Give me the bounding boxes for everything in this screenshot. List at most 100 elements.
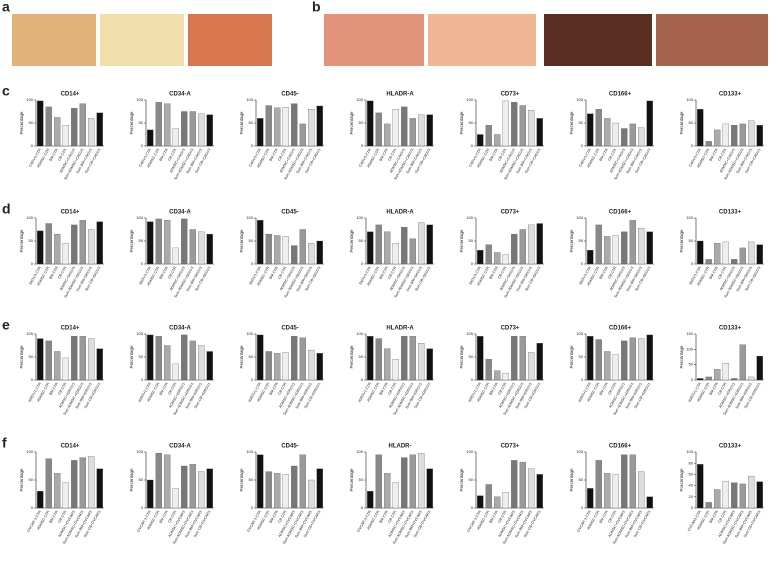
panel-label: f	[2, 435, 7, 451]
bar	[401, 106, 408, 147]
bar	[384, 231, 391, 265]
y-tick-label: 80	[689, 460, 694, 465]
bar	[375, 112, 382, 147]
bar	[536, 474, 543, 509]
bar	[299, 123, 306, 147]
bar	[79, 103, 86, 147]
y-tick-label: 50	[689, 362, 694, 367]
chart-title: CD34-A	[169, 210, 191, 216]
y-tick-label: 0	[691, 505, 694, 510]
bar	[71, 336, 78, 381]
y-tick-label: 0	[691, 143, 694, 148]
y-tick-label: 0	[691, 261, 694, 266]
bar	[638, 127, 645, 147]
bar	[181, 218, 188, 265]
x-tick-label: CB CTR	[167, 382, 177, 396]
y-tick-label: 100	[576, 215, 583, 220]
bar	[79, 336, 86, 381]
y-tick-label: 100	[576, 331, 583, 336]
x-tick-label: BM CTR	[599, 266, 610, 280]
y-tick-label: 0	[361, 505, 364, 510]
micrograph	[324, 14, 424, 66]
bar	[392, 109, 399, 147]
bar	[705, 502, 712, 509]
x-tick-label: BM CTR	[159, 510, 170, 524]
x-tick-label: BM CTR	[709, 382, 720, 396]
y-axis-label: Percentage	[349, 111, 354, 135]
bar	[291, 103, 298, 147]
x-tick-label: BM CTR	[599, 510, 610, 524]
bar	[418, 452, 425, 509]
y-axis-label: Percentage	[349, 345, 354, 369]
bar	[722, 362, 729, 381]
x-tick-label: BM CTR	[379, 266, 390, 280]
bar	[409, 454, 416, 509]
bar	[37, 491, 44, 509]
x-tick-label: BM CTR	[379, 382, 390, 396]
bar	[477, 134, 484, 147]
y-axis-label: Percentage	[129, 229, 134, 253]
y-tick-label: 50	[29, 120, 34, 125]
bar	[409, 238, 416, 265]
bar	[697, 378, 704, 381]
bar	[71, 224, 78, 265]
bar	[536, 223, 543, 265]
bar	[62, 243, 69, 265]
x-tick-label: BM CTR	[599, 382, 610, 396]
y-axis-label: Percentage	[569, 345, 574, 369]
bar	[367, 336, 374, 381]
y-tick-label: 50	[359, 477, 364, 482]
chart-title: HLADR-	[389, 444, 412, 450]
chart-title: CD34-A	[169, 92, 191, 98]
bar	[731, 259, 738, 265]
bar	[274, 235, 281, 265]
bar	[189, 229, 196, 265]
x-tick-label: CB CTR	[717, 266, 727, 280]
y-tick-label: 100	[686, 449, 693, 454]
bar	[181, 334, 188, 381]
y-tick-label: 0	[471, 505, 474, 510]
bar	[502, 492, 509, 509]
bar	[714, 369, 721, 381]
bar	[418, 222, 425, 265]
y-tick-label: 50	[29, 477, 34, 482]
x-tick-label: CB CTR	[167, 266, 177, 280]
bar	[638, 471, 645, 509]
bar	[595, 109, 602, 147]
bar	[756, 125, 763, 147]
bar	[646, 334, 653, 381]
bar	[172, 247, 179, 265]
y-tick-label: 100	[26, 331, 33, 336]
chart-title: CD45-	[281, 210, 298, 216]
bar	[62, 482, 69, 509]
bar	[147, 334, 154, 381]
bar	[54, 351, 61, 381]
bar	[206, 468, 213, 509]
y-tick-label: 50	[469, 354, 474, 359]
y-tick-label: 100	[246, 215, 253, 220]
bar	[54, 473, 61, 509]
bar	[282, 352, 289, 381]
bar	[147, 129, 154, 147]
y-tick-label: 0	[581, 505, 584, 510]
chart-title: CD166+	[609, 444, 632, 450]
y-axis-label: Percentage	[459, 345, 464, 369]
y-tick-label: 0	[251, 143, 254, 148]
bar	[697, 109, 704, 147]
micrograph	[188, 14, 272, 66]
y-tick-label: 50	[249, 477, 254, 482]
y-axis-label: Porcentage	[679, 468, 684, 492]
x-tick-label: BM CTR	[489, 266, 500, 280]
bar	[79, 457, 86, 509]
bar	[485, 244, 492, 265]
y-tick-label: 100	[356, 449, 363, 454]
bar	[401, 336, 408, 381]
bar	[265, 105, 272, 147]
